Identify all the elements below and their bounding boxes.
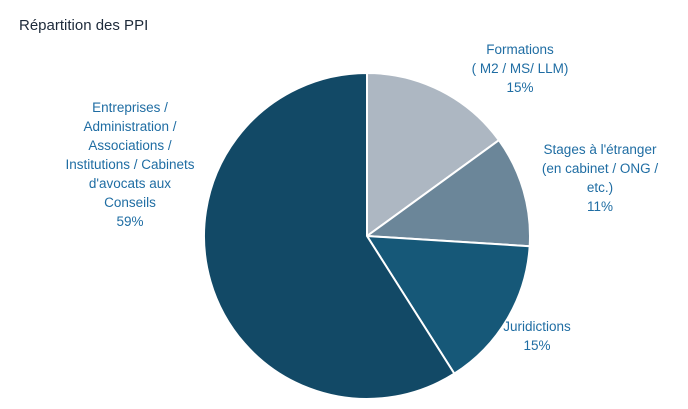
slice-value-label: 11% <box>586 199 614 214</box>
slice-value-label: 15% <box>523 338 551 353</box>
slice-juridictions <box>366 235 531 375</box>
slice-label-line: (en cabinet / ONG / <box>541 161 659 176</box>
slice-label-formations: Formations ( M2 / MS/ LLM) 15% <box>440 40 600 97</box>
slice-label-line: Institutions / Cabinets <box>65 157 195 172</box>
slice-label-line: Formations <box>486 42 554 57</box>
slice-label-line: Stages à l'étranger <box>543 142 657 157</box>
slice-label-line: etc.) <box>586 180 614 195</box>
slice-stages <box>366 139 531 248</box>
slice-label-line: Conseils <box>104 195 156 210</box>
slice-label-line: Associations / <box>88 138 172 153</box>
slice-label-juridictions: Juridictions 15% <box>477 317 597 355</box>
slice-value-label: 15% <box>506 80 534 95</box>
slice-entreprises <box>203 72 456 400</box>
chart-title: Répartition des PPI <box>19 17 149 34</box>
slice-label-line: Juridictions <box>503 319 571 334</box>
slice-label-line: Administration / <box>83 119 177 134</box>
slice-value-label: 59% <box>116 214 144 229</box>
slice-label-line: ( M2 / MS/ LLM) <box>471 61 569 76</box>
slice-label-line: d'avocats aux <box>88 176 172 191</box>
slice-formations <box>366 72 500 237</box>
slice-label-stages: Stages à l'étranger (en cabinet / ONG / … <box>520 140 680 216</box>
slice-label-entreprises: Entreprises / Administration / Associati… <box>30 98 230 231</box>
slice-label-line: Entreprises / <box>92 100 168 115</box>
